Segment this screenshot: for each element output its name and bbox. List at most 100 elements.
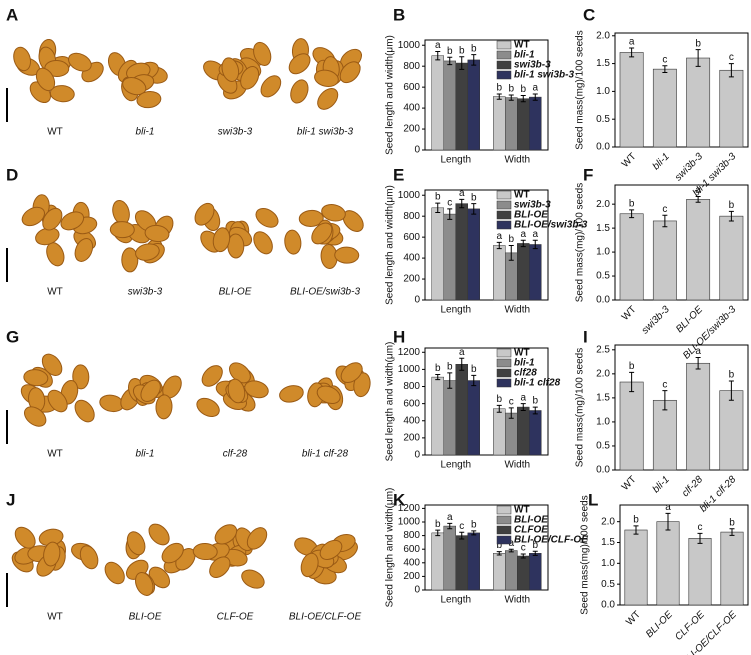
error-bar: [662, 214, 668, 228]
seed: [253, 231, 273, 255]
legend-swatch: [496, 220, 512, 230]
bar: [529, 96, 542, 151]
bar: [467, 208, 480, 301]
error-bar: [435, 202, 441, 214]
legend-label: BLI-OE/swi3b-3: [514, 220, 588, 231]
panel-letter: E: [393, 165, 404, 184]
seed: [23, 369, 49, 387]
legend-swatch: [496, 70, 512, 80]
seed: [47, 389, 68, 413]
y-tick-label: 1.5: [601, 537, 615, 548]
y-tick-label: 1000: [398, 40, 421, 51]
significance-letter: a: [695, 346, 701, 357]
error-bar: [471, 374, 477, 387]
x-tick-label: WT: [620, 474, 639, 493]
legend-swatch: [496, 200, 512, 210]
significance-letter: c: [459, 521, 464, 532]
y-tick-label: 400: [403, 415, 420, 426]
seed: [321, 204, 346, 222]
bar: [431, 207, 444, 301]
x-tick-label: swi3b-3: [640, 304, 672, 336]
x-tick-label: Length: [440, 305, 471, 316]
bar: [719, 390, 744, 471]
seed: [246, 527, 268, 550]
bar: [431, 376, 444, 456]
y-axis-label: Seed mass(mg)/100 seeds: [575, 30, 586, 150]
y-tick-label: 0.0: [596, 295, 610, 306]
seed: [23, 406, 47, 427]
bar: [656, 521, 680, 606]
seed: [314, 69, 339, 87]
legend-label: WT: [514, 505, 530, 516]
legend-label: BLI-OE: [514, 515, 548, 526]
seed: [317, 88, 339, 110]
error-bar: [435, 374, 441, 381]
y-axis-label: Seed length and width(μm): [385, 35, 396, 155]
error-bar: [728, 380, 734, 401]
y-tick-label: 1.5: [596, 393, 610, 404]
x-tick-label: clf-28: [680, 474, 705, 499]
y-tick-label: 0.0: [601, 600, 615, 611]
seed: [244, 380, 269, 399]
plot-frame: [614, 344, 749, 471]
seed: [194, 202, 215, 226]
seed: [122, 77, 147, 96]
y-tick-label: 1.0: [596, 417, 610, 428]
y-tick-label: 1.0: [596, 247, 610, 258]
significance-letter: b: [471, 364, 477, 375]
photo-label: bli-1 swi3b-3: [297, 127, 354, 138]
photo-label: clf-28: [223, 449, 248, 460]
significance-letter: a: [520, 392, 526, 403]
bar: [619, 52, 644, 148]
x-tick-label: WT: [620, 151, 639, 170]
legend-label: clf28: [514, 368, 537, 379]
legend-swatch: [496, 210, 512, 220]
y-tick-label: 0.5: [596, 271, 610, 282]
error-bar: [697, 532, 703, 544]
seed: [288, 53, 311, 75]
y-tick-label: 2.5: [596, 344, 610, 355]
bar: [493, 245, 506, 301]
y-tick-label: 0: [414, 450, 420, 461]
bar: [455, 203, 468, 301]
panel-letter: A: [6, 5, 18, 24]
legend-swatch: [496, 358, 512, 368]
bar: [719, 215, 744, 301]
significance-letter: b: [447, 46, 453, 57]
seed: [68, 52, 92, 72]
significance-letter: a: [665, 502, 671, 513]
legend-swatch: [496, 368, 512, 378]
plot-frame: [424, 39, 549, 151]
y-axis-label: Seed mass(mg)/100 seeds: [575, 348, 586, 468]
legend-swatch: [496, 515, 512, 525]
legend-label: bli-1 swi3b-3: [514, 70, 574, 81]
bar: [619, 381, 644, 471]
seed: [290, 79, 309, 104]
significance-letter: b: [471, 43, 477, 54]
significance-letter: a: [629, 37, 635, 48]
x-tick-label: Width: [504, 595, 530, 606]
bar: [517, 243, 530, 301]
panel-letter: L: [588, 490, 598, 509]
error-bar: [532, 550, 538, 556]
seed: [21, 206, 45, 227]
x-tick-label: Length: [440, 155, 471, 166]
photo-label: CLF-OE: [217, 612, 254, 623]
significance-letter: b: [520, 84, 526, 95]
significance-letter: a: [532, 83, 538, 94]
error-bar: [435, 51, 441, 61]
bar: [652, 68, 677, 148]
error-bar: [459, 56, 465, 70]
significance-letter: b: [508, 234, 514, 245]
y-tick-label: 0.0: [596, 465, 610, 476]
y-tick-label: 1.0: [596, 86, 610, 97]
error-bar: [496, 404, 502, 413]
legend-label: BLI-OE/CLF-OE: [514, 535, 588, 546]
significance-letter: b: [633, 514, 639, 525]
bar: [517, 98, 530, 151]
seed: [13, 46, 32, 72]
significance-letter: b: [435, 519, 441, 530]
legend-swatch: [496, 505, 512, 515]
